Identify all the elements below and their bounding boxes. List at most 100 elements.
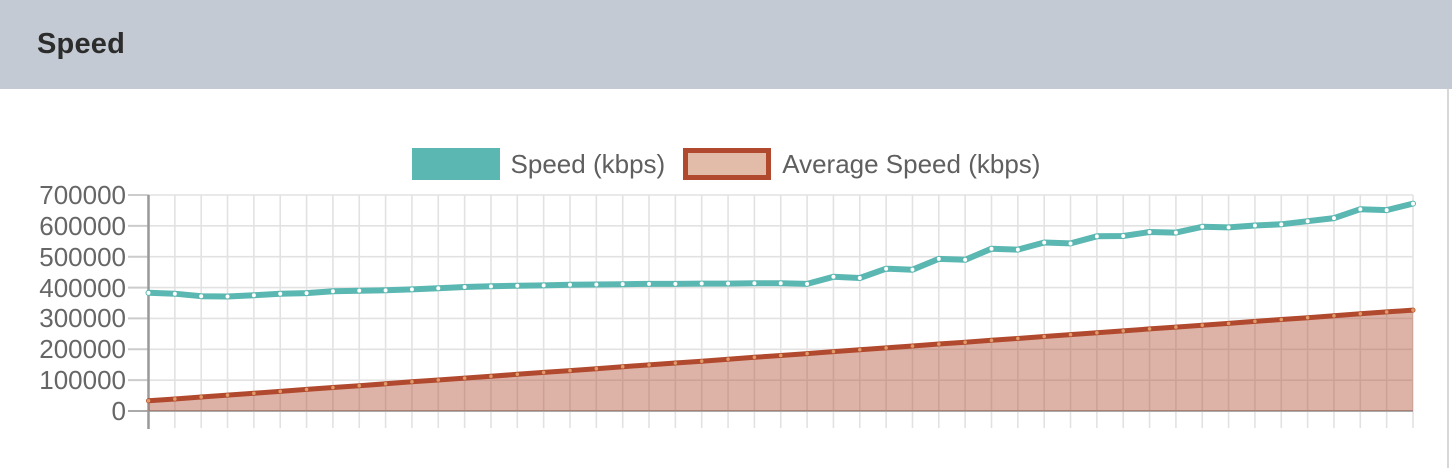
series-point-speed-kbps [488,284,493,289]
series-point-average-speed-kbps [568,368,572,373]
series-point-average-speed-kbps [436,378,441,382]
series-point-average-speed-kbps [225,393,230,397]
series-point-average-speed-kbps [515,372,520,377]
series-point-speed-kbps [409,287,414,292]
legend-item-speed[interactable]: Speed (kbps) [411,148,666,180]
series-point-speed-kbps [199,294,204,299]
series-point-speed-kbps [1252,223,1257,228]
series-point-average-speed-kbps [1226,321,1231,326]
series-point-speed-kbps [857,276,862,281]
series-point-speed-kbps [726,281,731,286]
series-point-average-speed-kbps [699,359,704,363]
series-point-average-speed-kbps [304,387,309,392]
series-point-speed-kbps [673,281,678,286]
series-point-average-speed-kbps [778,353,783,358]
series-point-average-speed-kbps [252,391,256,396]
series-point-average-speed-kbps [541,370,546,375]
series-point-speed-kbps [1121,234,1126,239]
series-point-average-speed-kbps [1121,329,1126,333]
series-point-average-speed-kbps [489,374,493,379]
series-point-average-speed-kbps [1253,319,1257,324]
legend-swatch-average-speed-icon [683,148,772,180]
series-point-average-speed-kbps [910,344,915,348]
series-point-speed-kbps [1331,216,1336,221]
series-point-speed-kbps [936,256,941,261]
series-point-speed-kbps [1200,224,1205,229]
y-axis-label: 400000 [39,272,126,303]
series-point-average-speed-kbps [278,389,283,394]
series-point-average-speed-kbps [383,382,388,386]
series-point-average-speed-kbps [752,355,757,360]
series-point-average-speed-kbps [937,342,941,346]
series-point-speed-kbps [831,274,836,279]
series-point-speed-kbps [251,293,256,298]
series-point-speed-kbps [225,294,230,299]
series-point-average-speed-kbps [1305,315,1310,320]
chart-legend: Speed (kbps) Average Speed (kbps) [0,146,1452,182]
series-point-speed-kbps [1173,230,1178,235]
y-axis-label: 300000 [39,303,126,334]
y-axis-label: 100000 [39,365,126,396]
series-point-speed-kbps [1226,225,1231,230]
legend-label-speed: Speed (kbps) [510,149,666,179]
series-point-speed-kbps [146,290,151,295]
series-point-speed-kbps [805,281,810,286]
series-point-average-speed-kbps [989,338,994,343]
series-point-speed-kbps [647,281,652,286]
series-point-average-speed-kbps [1411,308,1415,312]
y-axis-label: 0 [111,396,126,426]
series-point-speed-kbps [1015,247,1020,252]
series-point-speed-kbps [172,291,177,296]
series-point-average-speed-kbps [1174,325,1178,329]
series-point-average-speed-kbps [726,357,730,361]
series-point-speed-kbps [541,283,546,288]
series-point-speed-kbps [752,281,757,286]
series-point-speed-kbps [278,291,283,296]
series-point-average-speed-kbps [647,363,651,367]
series-point-speed-kbps [699,281,704,286]
series-point-speed-kbps [1094,234,1099,239]
page-right-border [1447,89,1449,468]
y-axis-label: 200000 [39,334,126,365]
series-point-speed-kbps [1305,219,1310,224]
y-axis-label: 700000 [39,180,126,210]
series-point-average-speed-kbps [146,399,151,403]
series-point-speed-kbps [462,284,467,289]
series-point-speed-kbps [1068,241,1073,246]
series-point-speed-kbps [989,246,994,251]
series-point-speed-kbps [1042,240,1047,245]
series-point-average-speed-kbps [1016,336,1020,341]
series-point-speed-kbps [778,281,783,286]
panel-title: Speed [37,28,126,60]
series-point-average-speed-kbps [831,349,836,354]
series-point-speed-kbps [1411,201,1415,206]
series-point-speed-kbps [594,282,599,287]
series-point-average-speed-kbps [331,385,335,390]
legend-swatch-speed-icon [411,148,500,180]
series-point-average-speed-kbps [357,383,362,388]
series-point-average-speed-kbps [1147,327,1152,331]
series-point-average-speed-kbps [173,397,177,401]
legend-label-average-speed: Average Speed (kbps) [782,149,1041,179]
y-axis-label: 500000 [39,241,126,272]
legend-item-average-speed[interactable]: Average Speed (kbps) [683,148,1040,180]
series-area-average-speed-kbps [148,310,1413,411]
panel-header: Speed [0,0,1452,89]
series-point-average-speed-kbps [620,364,625,369]
series-point-speed-kbps [963,257,968,262]
series-point-average-speed-kbps [673,361,678,365]
series-point-average-speed-kbps [1068,332,1073,337]
series-point-average-speed-kbps [857,347,862,352]
series-point-average-speed-kbps [963,340,967,344]
series-point-average-speed-kbps [1279,317,1284,322]
series-point-speed-kbps [1279,222,1284,227]
y-axis-label: 600000 [39,210,126,241]
series-point-average-speed-kbps [1042,334,1046,339]
series-point-average-speed-kbps [462,376,467,380]
series-point-speed-kbps [383,288,388,293]
series-point-speed-kbps [357,288,362,293]
series-point-average-speed-kbps [884,346,888,350]
series-point-speed-kbps [330,289,335,294]
series-point-average-speed-kbps [1200,323,1205,328]
